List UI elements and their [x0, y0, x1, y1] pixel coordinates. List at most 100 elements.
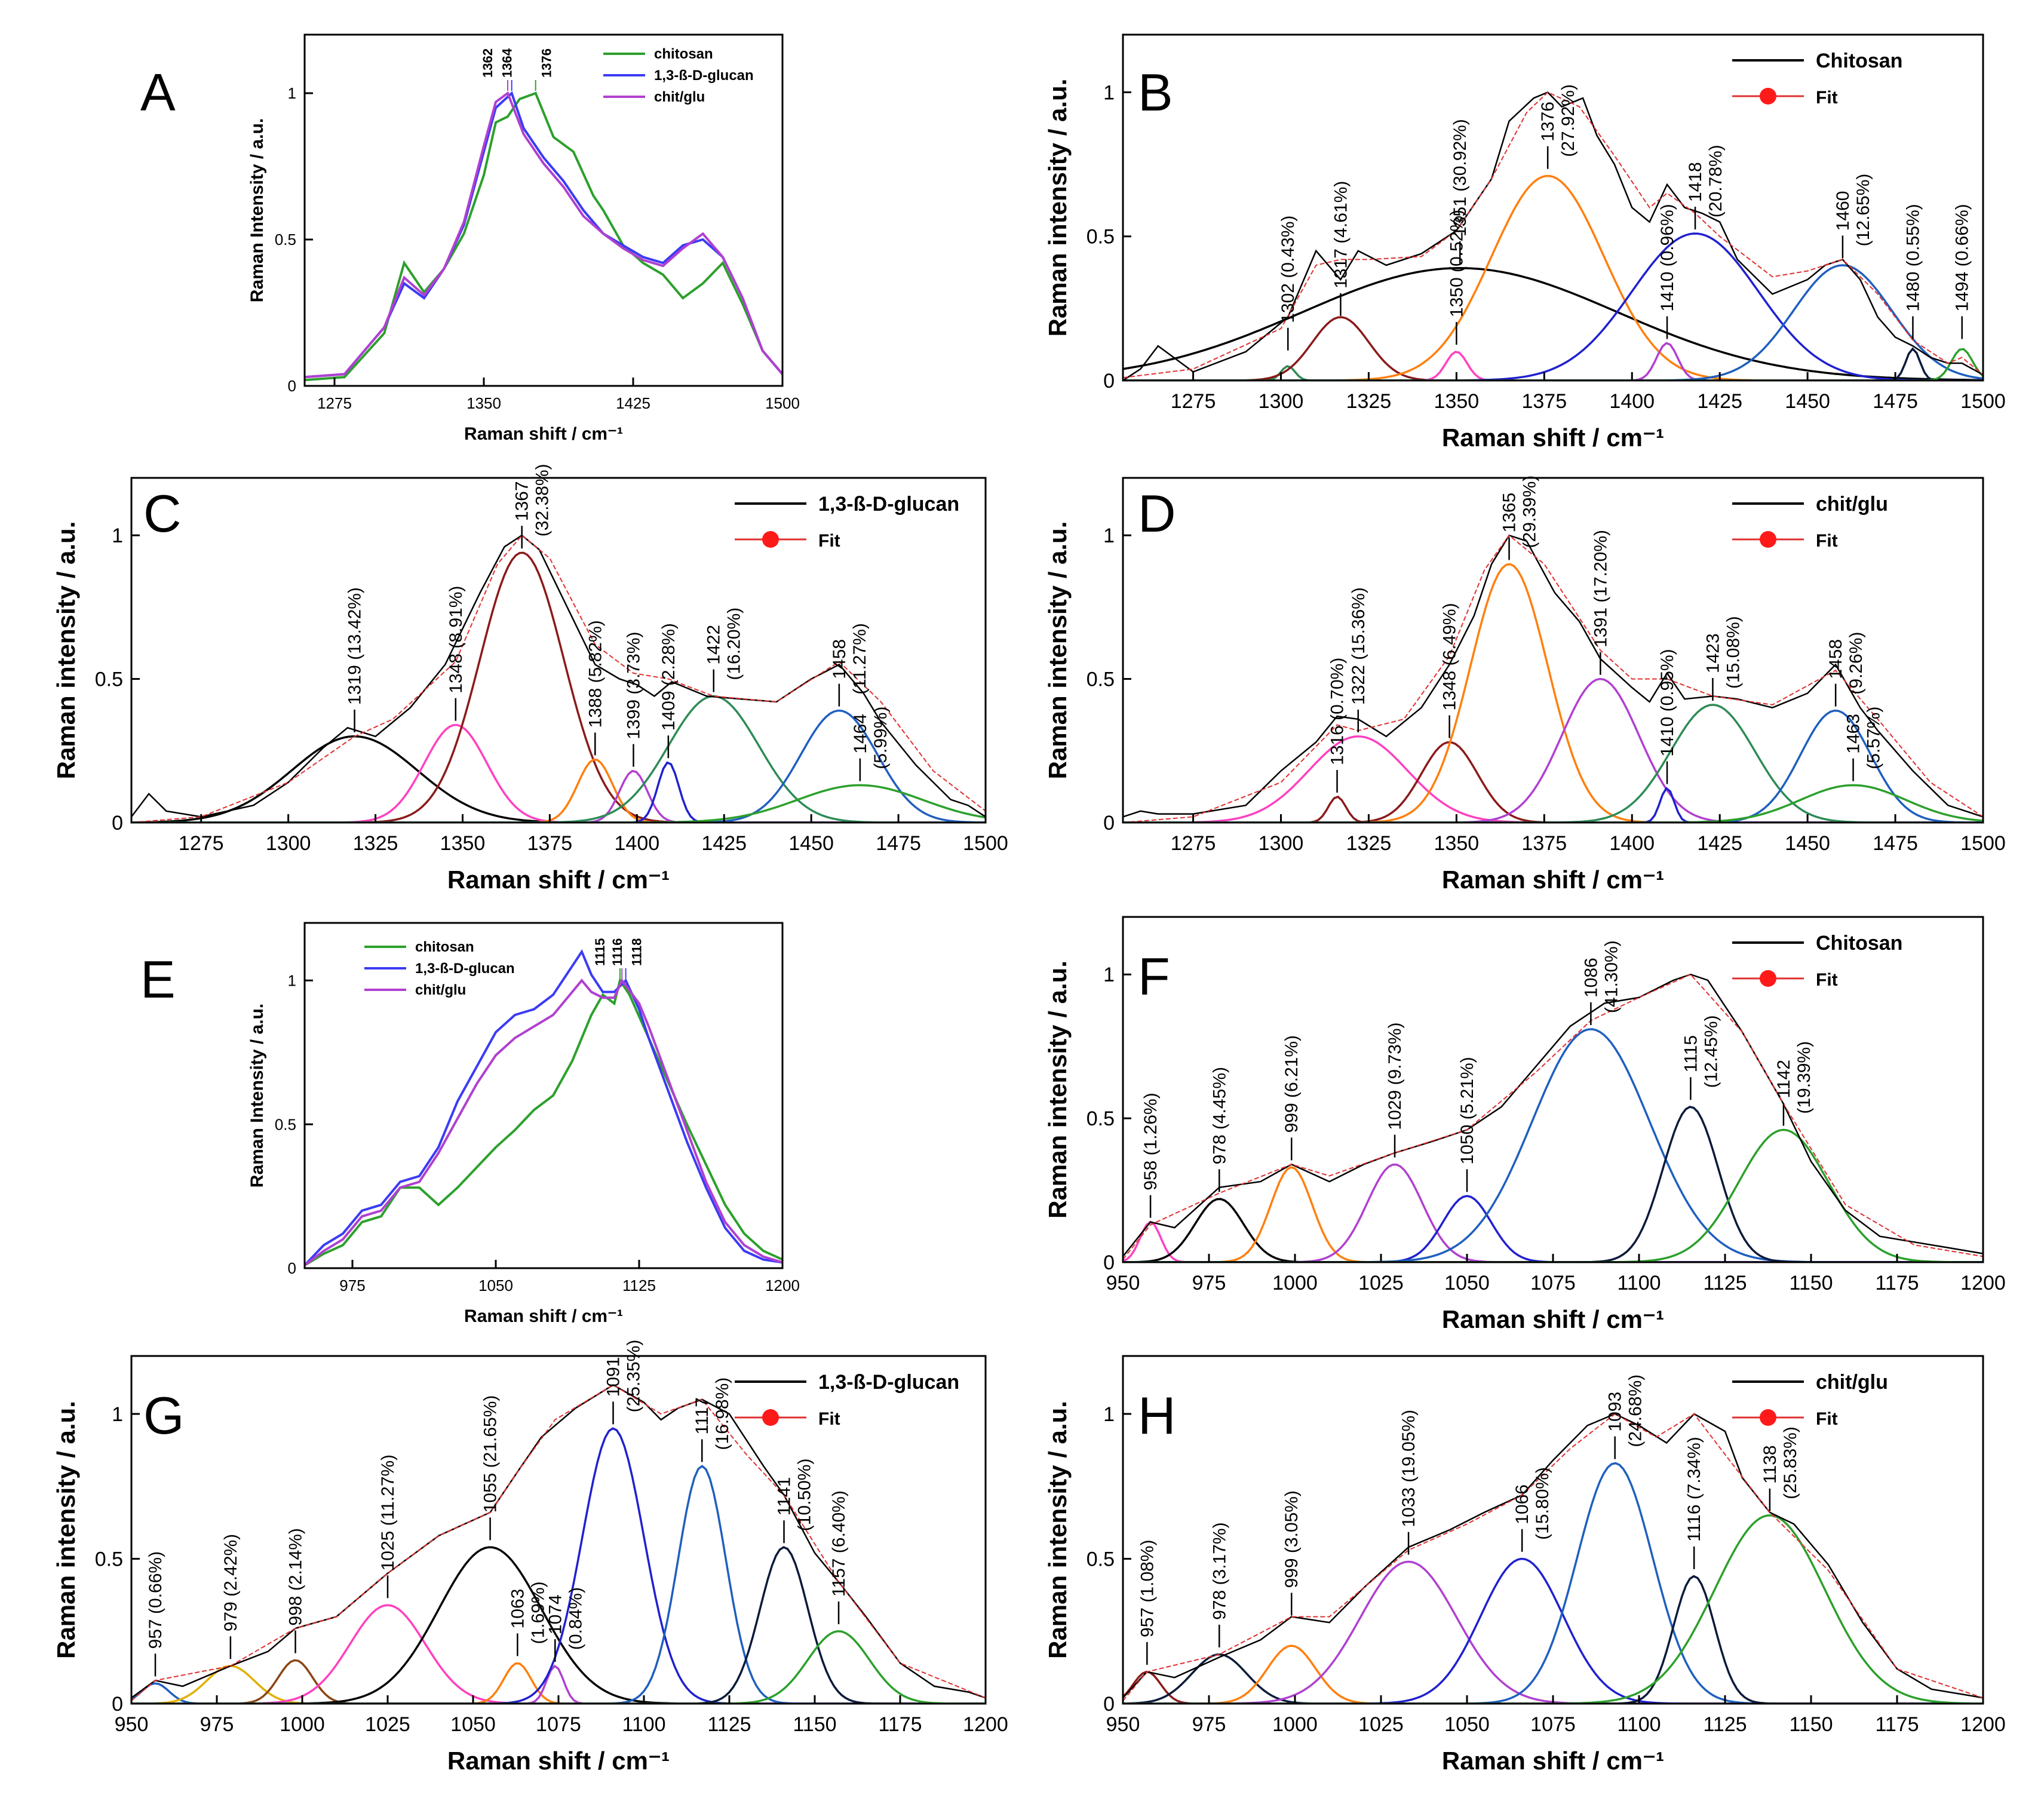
- annotation-label: 1410 (0.96%): [1658, 204, 1677, 311]
- x-tick-label: 1500: [1960, 390, 2006, 413]
- x-tick-label: 1125: [707, 1713, 751, 1736]
- y-tick-label: 0.5: [95, 668, 123, 691]
- y-tick-label: 0.5: [275, 1115, 296, 1133]
- plot-area: [305, 91, 782, 382]
- plot-frame: [1122, 916, 1984, 1263]
- x-tick-label: 1450: [1785, 390, 1830, 413]
- annotation-label: 1116 (7.34%): [1684, 1437, 1704, 1542]
- x-tick-label: 1125: [1703, 1272, 1747, 1294]
- legend-marker-fit: [1760, 531, 1776, 548]
- peak-label: 1376: [539, 48, 554, 78]
- legend-label-fit: Fit: [1816, 970, 1838, 990]
- x-tick-label: 1125: [622, 1277, 656, 1294]
- y-axis-title: Raman Intensity / a.u.: [247, 118, 267, 302]
- panel-b: B 1275 1300 1325 1350 1375 1400 1425 1450 1475 150…: [1044, 33, 2006, 452]
- annotation-label: 1409 (2.28%): [659, 623, 679, 731]
- peak-1066: [1123, 1557, 1983, 1704]
- annotation-label: 1033 (19.05%): [1399, 1410, 1419, 1527]
- legend-label-2: chit/glu: [415, 982, 466, 998]
- y-tick-label: 0: [1103, 812, 1115, 834]
- peak-1458: [1123, 709, 1983, 823]
- legend-label-fit: Fit: [1816, 88, 1838, 108]
- annotation-label-percent: (5.99%): [871, 707, 891, 769]
- annotation-label: 1348 (8.91%): [446, 586, 466, 694]
- y-axis-title: Raman intensity / a.u.: [1044, 1401, 1072, 1659]
- plot-area: [1123, 1413, 1983, 1704]
- x-tick-label: 1475: [1873, 390, 1918, 413]
- series-spectrum-0: [1123, 973, 1983, 1257]
- plot-area: [131, 1384, 986, 1704]
- annotation-label-percent: (24.68%): [1626, 1374, 1646, 1447]
- annotation-label: 978 (3.17%): [1210, 1522, 1229, 1619]
- x-tick-label: 1400: [1609, 390, 1655, 413]
- annotation-label: 957 (1.08%): [1137, 1540, 1157, 1637]
- series-fit-1: [131, 534, 986, 823]
- peak-label: 1118: [630, 938, 644, 966]
- annotation-label-percent: (16.98%): [713, 1377, 732, 1450]
- plot-frame: [1122, 1355, 1984, 1705]
- annotation-label: 1086: [1581, 958, 1601, 998]
- annotation-label: 1115: [1681, 1035, 1701, 1072]
- plot-frame: [1122, 477, 1984, 824]
- x-tick-label: 1200: [963, 1713, 1008, 1736]
- annotation-label-percent: (12.65%): [1853, 174, 1873, 247]
- annotation-label: 1138: [1760, 1445, 1780, 1484]
- x-tick-label: 1450: [788, 832, 834, 855]
- x-tick-label: 1400: [615, 832, 660, 855]
- peak-1157: [131, 1630, 986, 1704]
- series-spectrum-1: [305, 91, 782, 379]
- y-axis-title: Raman Intensity / a.u.: [247, 1004, 267, 1188]
- panel-a: A 1275 1350 1425 1500 0 0.5 1 Raman shift / cm⁻¹…: [140, 33, 800, 444]
- legend-label-2: chit/glu: [654, 89, 705, 105]
- peak-1463: [1123, 784, 1983, 823]
- peak-1376: [1123, 174, 1983, 381]
- annotation-label-percent: (32.38%): [533, 464, 553, 536]
- annotation-label-percent: (15.80%): [1533, 1467, 1552, 1540]
- legend-label-fit: Fit: [1816, 1409, 1838, 1429]
- y-tick-label: 1: [288, 84, 296, 102]
- peak-1138: [1123, 1514, 1983, 1704]
- x-tick-label: 975: [200, 1713, 234, 1736]
- plot-area: [1123, 973, 1983, 1262]
- annotation-label-percent: (12.45%): [1701, 1015, 1721, 1088]
- peak-1141: [131, 1546, 986, 1704]
- peak-1142: [1123, 1128, 1983, 1262]
- x-tick-label: 1400: [1609, 832, 1655, 855]
- y-tick-label: 1: [1103, 81, 1115, 104]
- annotation-label: 1388 (5.82%): [585, 620, 605, 728]
- annotation-label: 958 (1.26%): [1141, 1093, 1161, 1190]
- annotation-label: 1050 (5.21%): [1457, 1057, 1477, 1164]
- x-tick-label: 1425: [1697, 390, 1742, 413]
- y-tick-label: 0.5: [275, 231, 296, 248]
- series-fit-1: [1123, 1413, 1983, 1701]
- x-axis-title: Raman shift / cm⁻¹: [1442, 1747, 1664, 1775]
- annotation-label: 1348 (6.49%): [1440, 603, 1460, 710]
- annotation-label-percent: (11.27%): [850, 623, 870, 695]
- x-tick-label: 1300: [1259, 832, 1304, 855]
- panel-letter: A: [140, 63, 176, 122]
- annotation-label: 1460: [1833, 191, 1853, 231]
- x-tick-label: 1050: [1444, 1272, 1490, 1294]
- series-spectrum-0: [1123, 534, 1983, 818]
- y-axis-title: Raman intensity / a.u.: [1044, 961, 1072, 1219]
- legend-marker-fit: [762, 531, 779, 548]
- peak-label: 1115: [593, 938, 607, 966]
- x-tick-label: 1025: [365, 1713, 410, 1736]
- series-fit-1: [1123, 974, 1983, 1260]
- peak-1365: [1123, 563, 1983, 823]
- annotation-label-percent: (41.30%): [1601, 940, 1621, 1013]
- annotation-label: 998 (2.14%): [286, 1528, 306, 1625]
- series-spectrum-0: [131, 1384, 986, 1699]
- x-tick-label: 1350: [467, 394, 501, 412]
- annotation-label: 1399 (3.73%): [624, 632, 643, 740]
- panel-letter: C: [143, 484, 182, 543]
- x-tick-label: 1150: [1789, 1713, 1833, 1736]
- y-tick-label: 0: [1103, 1693, 1115, 1716]
- x-tick-label: 950: [1106, 1272, 1140, 1294]
- plot-frame: [303, 33, 784, 387]
- annotation-label-percent: (25.35%): [624, 1340, 644, 1413]
- y-axis-title: Raman intensity / a.u.: [1044, 79, 1072, 337]
- panel-letter: E: [140, 950, 176, 1009]
- legend-label-spectrum: Chitosan: [1816, 50, 1902, 72]
- x-tick-label: 1425: [1697, 832, 1742, 855]
